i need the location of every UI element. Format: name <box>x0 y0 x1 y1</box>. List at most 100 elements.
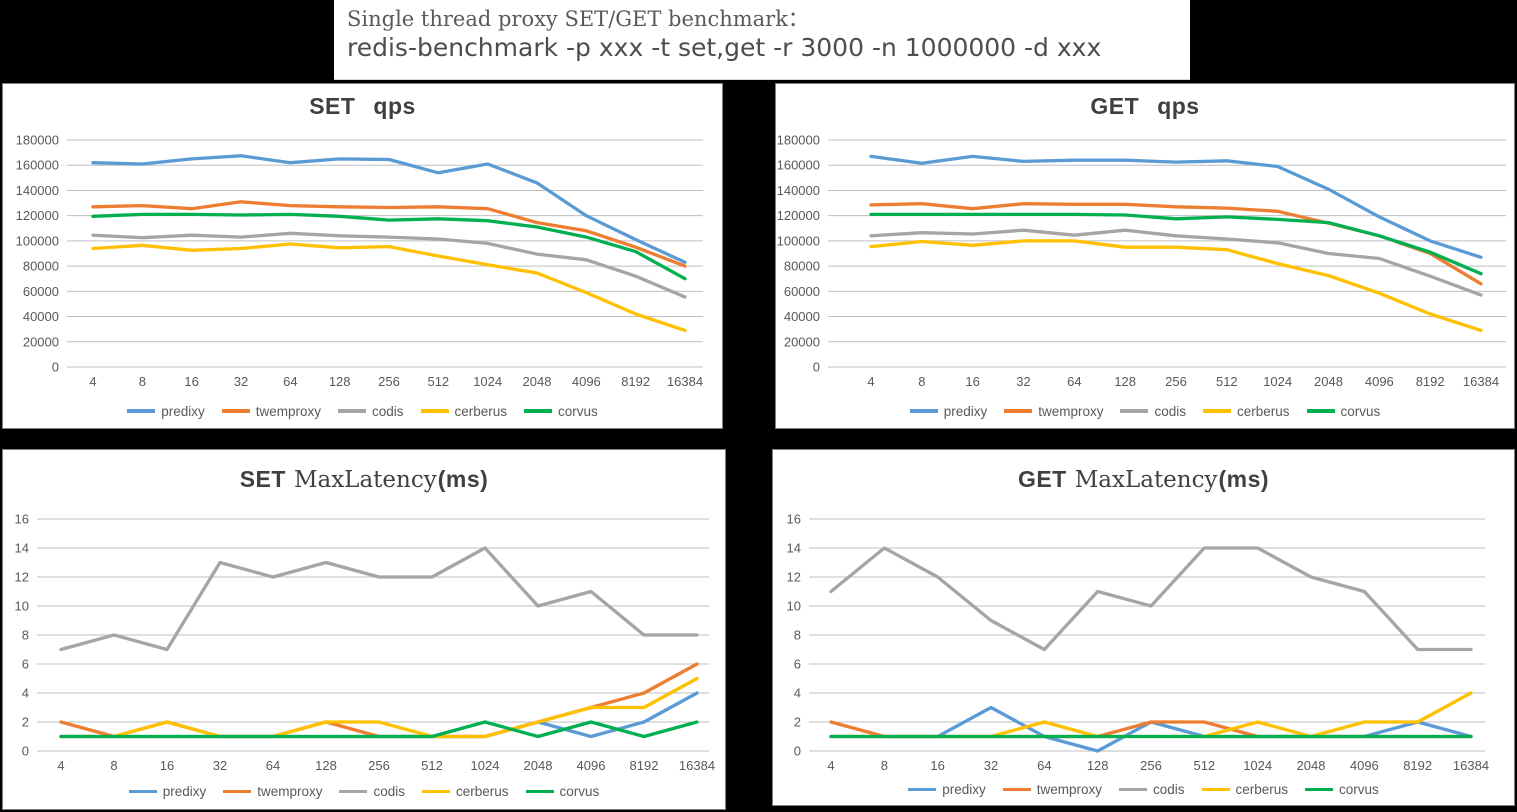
x-tick-label: 1024 <box>471 758 500 773</box>
get-maxlatency-y-axis-labels: 0 2 4 6 8 10 12 14 16 <box>787 512 801 759</box>
x-tick-label: 4 <box>57 758 64 773</box>
x-tick-label: 1024 <box>1243 758 1272 773</box>
y-tick-label: 2 <box>794 715 801 730</box>
x-tick-label: 8 <box>918 374 925 389</box>
set-maxlatency-gridlines <box>37 518 709 752</box>
x-tick-label: 16 <box>160 758 174 773</box>
legend-get-maxlatency: predixy twemproxy codis cerberus corvus <box>773 774 1514 805</box>
x-tick-label: 4096 <box>572 374 601 389</box>
get-qps-gridlines <box>828 139 1506 368</box>
legend-line-swatch <box>420 409 449 413</box>
x-tick-label: 4 <box>89 374 96 389</box>
y-tick-label: 0 <box>794 744 801 759</box>
legend-label: cerberus <box>1237 403 1290 419</box>
y-tick-label: 40000 <box>23 309 59 324</box>
legend-set-maxlatency: predixy twemproxy codis cerberus corvus <box>3 774 725 809</box>
x-tick-label: 256 <box>378 374 400 389</box>
legend-line-swatch <box>1203 409 1231 413</box>
get-maxlatency-line-cerberus <box>829 691 1473 739</box>
legend-line-swatch <box>422 789 450 794</box>
y-tick-label: 8 <box>794 628 801 643</box>
header-line1: Single thread proxy SET/GET benchmark： <box>347 7 809 31</box>
legend-label: cerberus <box>454 403 508 419</box>
legend-label: twemproxy <box>255 403 321 419</box>
legend-label: codis <box>1154 403 1186 419</box>
legend-label: twemproxy <box>1038 403 1104 419</box>
y-tick-label: 14 <box>787 541 801 556</box>
header-title-box: Single thread proxy SET/GET benchmark： r… <box>334 0 1190 80</box>
legend-line-swatch <box>1004 409 1033 413</box>
set-maxlatency-line-predixy <box>59 691 699 739</box>
legend-line-swatch <box>339 789 368 794</box>
y-tick-label: 14 <box>15 541 29 556</box>
y-tick-label: 80000 <box>23 259 59 274</box>
x-tick-label: 256 <box>1165 374 1187 389</box>
legend-line-swatch <box>1120 409 1149 413</box>
x-tick-label: 4096 <box>1350 758 1379 773</box>
x-tick-label: 8192 <box>1403 758 1432 773</box>
x-tick-label: 16384 <box>1453 758 1489 773</box>
get-maxlatency-gridlines <box>809 518 1485 752</box>
set-qps-x-axis-labels: 4 8 16 32 64 128 256 512 1024 2048 4096 8192 16384 <box>89 374 703 389</box>
legend-label: corvus <box>559 784 600 799</box>
legend-get-qps: predixy twemproxy codis cerberus corvus <box>776 394 1514 428</box>
x-tick-label: 32 <box>1016 374 1030 389</box>
get-qps-line-cerberus <box>869 239 1483 333</box>
legend-line-swatch <box>524 409 553 413</box>
x-tick-label: 64 <box>1037 758 1051 773</box>
x-tick-label: 2048 <box>524 758 553 773</box>
legend-item-cerberus: cerberus <box>420 403 508 419</box>
x-tick-label: 4 <box>827 758 834 773</box>
legend-set-qps: predixy twemproxy codis cerberus corvus <box>3 394 722 428</box>
y-tick-label: 80000 <box>784 259 820 274</box>
y-tick-label: 180000 <box>777 133 820 148</box>
get-qps-line-predixy <box>869 154 1483 259</box>
chart-title-get-qps: GET qps <box>776 84 1514 126</box>
chart-panel-get-qps: GET qps 0 20000 40000 60000 80000 100000 120000… <box>775 83 1515 429</box>
legend-label: predixy <box>943 403 988 419</box>
chart-title-get-maxlatency: GET MaxLatency(ms) <box>773 450 1514 502</box>
legend-item-predixy: predixy <box>127 404 205 419</box>
x-tick-label: 16 <box>930 758 944 773</box>
legend-item-cerberus: cerberus <box>422 784 509 799</box>
get-qps-line-codis <box>869 228 1483 297</box>
x-tick-label: 32 <box>984 758 998 773</box>
legend-item-corvus: corvus <box>524 404 598 419</box>
chart-panel-set-maxlatency: SET MaxLatency(ms) 0 2 4 6 8 10 12 14 16 4 8 16 32 64 1… <box>2 449 726 810</box>
legend-label: codis <box>373 784 405 799</box>
x-tick-label: 128 <box>1114 374 1136 389</box>
legend-label: predixy <box>161 403 205 419</box>
x-tick-label: 8192 <box>630 758 659 773</box>
x-tick-label: 128 <box>1087 758 1109 773</box>
y-tick-label: 12 <box>15 570 29 585</box>
legend-item-predixy: predixy <box>909 403 988 419</box>
set-qps-line-twemproxy <box>91 200 687 268</box>
x-tick-label: 8 <box>881 758 888 773</box>
y-tick-label: 6 <box>22 657 29 672</box>
y-tick-label: 4 <box>794 686 801 701</box>
legend-line-swatch <box>127 409 156 413</box>
x-tick-label: 64 <box>266 758 280 773</box>
y-tick-label: 10 <box>787 599 801 614</box>
y-tick-label: 0 <box>52 360 59 375</box>
chart-title-part: MaxLatency <box>293 467 437 493</box>
set-maxlatency-x-axis-labels: 4 8 16 32 64 128 256 512 1024 2048 4096 8192 16384 <box>57 758 715 773</box>
legend-line-swatch <box>525 789 554 794</box>
set-qps-gridlines <box>67 139 703 368</box>
legend-label: cerberus <box>1235 782 1289 797</box>
x-tick-label: 512 <box>427 374 449 389</box>
legend-line-swatch <box>1201 787 1230 792</box>
chart-title-part: MaxLatency <box>1074 467 1218 493</box>
legend-label: corvus <box>1340 403 1381 419</box>
legend-item-codis: codis <box>1118 782 1185 797</box>
get-maxlatency-chart-svg: 0 2 4 6 8 10 12 14 16 4 8 16 32 64 128 256 512 1024 2048 40… <box>787 512 1490 774</box>
legend-item-codis: codis <box>339 784 405 799</box>
set-qps-y-axis-labels: 0 20000 40000 60000 80000 100000 120000 140000 1… <box>16 133 59 375</box>
set-maxlatency-y-axis-labels: 0 2 4 6 8 10 12 14 16 <box>15 512 29 759</box>
get-qps-x-axis-labels: 4 8 16 32 64 128 256 512 1024 2048 4096 8192 16384 <box>867 374 1499 389</box>
legend-label: corvus <box>1339 782 1379 797</box>
y-tick-label: 160000 <box>777 158 820 173</box>
chart-title-part: qps <box>373 93 416 119</box>
x-tick-label: 2048 <box>523 374 552 389</box>
chart-title-part: (ms) <box>1218 466 1270 492</box>
